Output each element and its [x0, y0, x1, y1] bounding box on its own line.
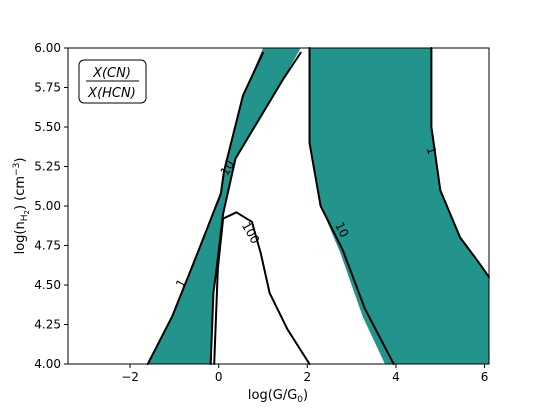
x-tick-label: 2	[303, 370, 311, 384]
y-tick-label: 4.75	[34, 239, 61, 253]
contour-line-4	[308, 47, 395, 365]
x-tick-label: −2	[121, 370, 139, 384]
y-tick-label: 5.25	[34, 160, 61, 174]
x-tick-label: 0	[215, 370, 223, 384]
y-tick-label: 5.75	[34, 81, 61, 95]
x-tick-label: 6	[481, 370, 489, 384]
y-axis-label: log(nH2) (cm−3)	[12, 158, 31, 255]
contour-line-3	[213, 211, 311, 365]
legend-numerator: X(CN)	[92, 66, 131, 81]
x-tick-label: 4	[392, 370, 400, 384]
contour-lines	[146, 47, 490, 365]
y-axis-ticks: 4.00 4.25 4.50 4.75 5.00 5.25 5.50 5.75 6.00	[34, 41, 68, 371]
legend-denominator: X(HCN)	[87, 86, 136, 101]
y-tick-label: 4.50	[34, 278, 61, 292]
y-tick-label: 4.25	[34, 318, 61, 332]
contour-label-4: 10	[332, 220, 351, 240]
y-tick-label: 5.50	[34, 120, 61, 134]
filled-region-2	[309, 48, 489, 364]
x-axis-label-subscript: 0	[297, 395, 303, 405]
x-axis-label: log(G/G0)	[248, 388, 308, 405]
y-tick-label: 6.00	[34, 41, 61, 55]
legend-box: X(CN) X(HCN)	[78, 59, 147, 104]
y-tick-label: 5.00	[34, 199, 61, 213]
x-axis-ticks: −2 0 2 4 6	[121, 364, 488, 384]
contour-label-5: 1	[424, 145, 440, 157]
y-tick-label: 4.00	[34, 357, 61, 371]
filled-regions	[147, 48, 489, 364]
contour-line-5	[430, 47, 490, 279]
contour-line-1	[146, 51, 264, 365]
contour-line-2	[209, 51, 302, 365]
contour-label-2: 10	[218, 158, 238, 178]
